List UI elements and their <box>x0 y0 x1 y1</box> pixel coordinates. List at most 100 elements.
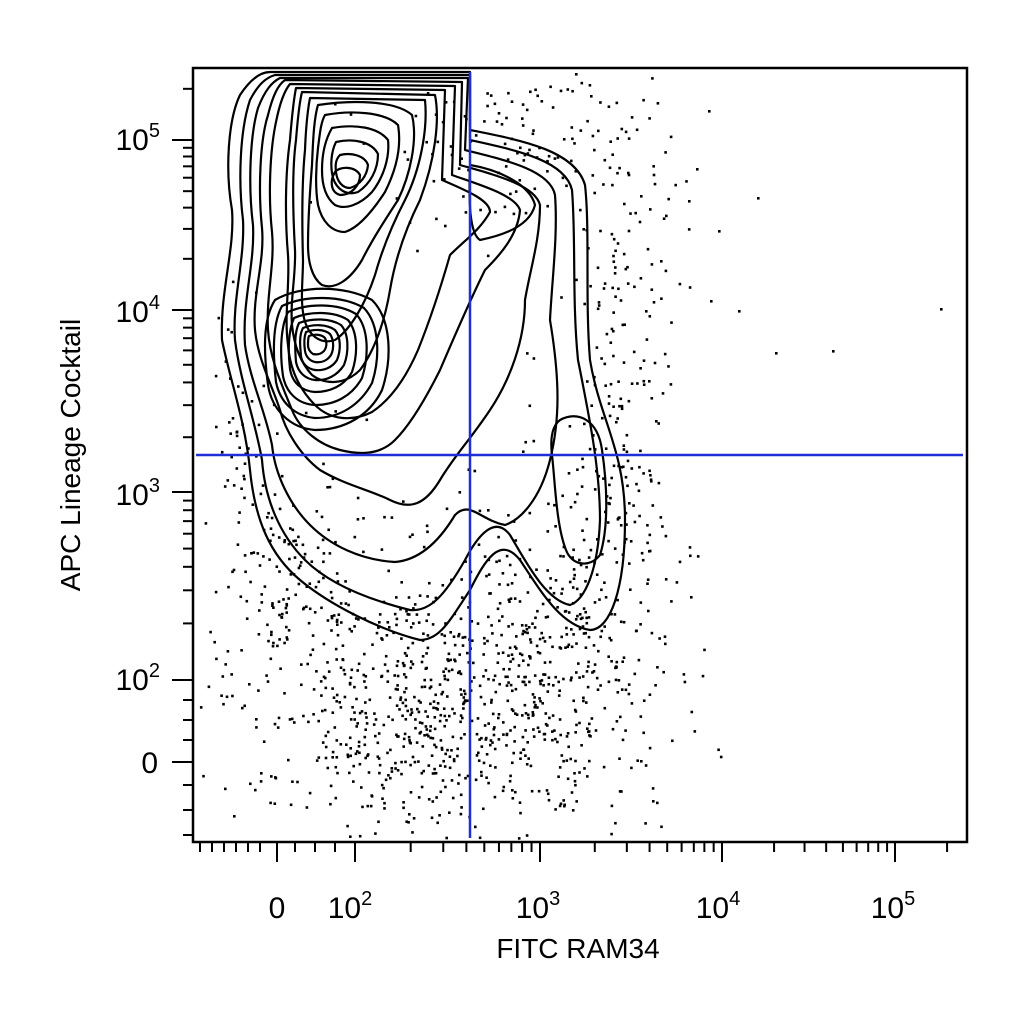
event-dot <box>484 738 488 741</box>
event-dot <box>457 167 461 170</box>
event-dot <box>224 663 227 666</box>
event-dot <box>597 474 601 478</box>
event-dot <box>521 632 524 636</box>
event-dot <box>458 491 462 494</box>
event-dot <box>522 629 525 633</box>
event-dot <box>546 159 549 163</box>
contour <box>320 125 390 209</box>
event-dot <box>457 632 461 636</box>
event-dot <box>288 557 291 561</box>
event-dot <box>538 637 542 641</box>
event-dot <box>470 680 473 683</box>
event-dot <box>285 611 288 614</box>
event-dot <box>463 699 467 702</box>
event-dot <box>477 759 481 762</box>
event-dot <box>291 780 294 783</box>
event-dot <box>321 709 324 713</box>
event-dot <box>371 643 374 646</box>
event-dot <box>258 609 261 612</box>
event-dot <box>523 703 527 707</box>
event-dot <box>580 744 583 747</box>
event-dot <box>450 749 453 752</box>
event-dot <box>463 635 467 639</box>
event-dot <box>457 782 460 785</box>
event-dot <box>439 713 443 717</box>
event-dot <box>244 570 247 574</box>
event-dot <box>344 580 347 583</box>
event-dot <box>501 651 505 654</box>
event-dot <box>510 582 514 585</box>
event-dot <box>448 811 451 814</box>
event-dot <box>405 820 408 823</box>
x-tick-label: 103 <box>516 888 561 925</box>
event-dot <box>389 748 392 752</box>
event-dot <box>511 761 514 765</box>
event-dot <box>572 568 576 571</box>
event-dot <box>448 714 451 718</box>
event-dot <box>548 636 552 639</box>
event-dot <box>675 581 679 584</box>
event-dot <box>438 719 442 723</box>
event-dot <box>578 676 581 679</box>
event-dot <box>565 184 568 188</box>
event-dot <box>523 630 527 634</box>
event-dot <box>696 168 699 171</box>
event-dot <box>409 713 412 717</box>
event-dot <box>547 154 551 158</box>
event-dot <box>719 755 723 759</box>
event-dot <box>524 211 528 215</box>
event-dot <box>509 729 512 732</box>
event-dot <box>328 485 332 489</box>
event-dot <box>525 108 529 112</box>
event-dot <box>429 736 432 740</box>
event-dot <box>581 625 585 628</box>
event-dot <box>634 211 637 215</box>
event-dot <box>616 691 620 694</box>
event-dot <box>603 282 607 285</box>
contour <box>253 78 542 506</box>
event-dot <box>497 652 500 655</box>
event-dot <box>403 732 407 736</box>
event-dot <box>640 551 644 555</box>
event-dot <box>252 551 256 554</box>
event-dot <box>257 689 260 692</box>
event-dot <box>483 702 486 706</box>
event-dot <box>560 296 563 299</box>
event-dot <box>312 688 316 691</box>
event-dot <box>311 634 315 637</box>
event-dot <box>620 790 623 793</box>
event-dot <box>446 695 449 698</box>
event-dot <box>559 733 562 737</box>
event-dot <box>617 287 620 291</box>
event-dot <box>653 182 657 186</box>
event-dot <box>444 752 447 756</box>
contour <box>306 100 416 288</box>
event-dot <box>225 695 229 699</box>
event-dot <box>574 759 577 763</box>
event-dot <box>445 836 448 840</box>
event-dot <box>358 751 361 755</box>
event-dot <box>717 748 720 752</box>
event-dot <box>652 165 655 168</box>
event-dot <box>510 708 514 711</box>
event-dot <box>639 601 643 604</box>
event-dot <box>276 644 279 648</box>
event-dot <box>237 385 240 388</box>
y-axis-title: APC Lineage Cocktail <box>55 319 86 591</box>
event-dot <box>607 655 610 658</box>
event-dot <box>529 90 532 94</box>
event-dot <box>562 677 565 681</box>
event-dot <box>644 822 647 825</box>
event-dot <box>678 560 682 564</box>
event-dot <box>312 713 315 716</box>
event-dot <box>431 623 435 626</box>
event-dot <box>513 725 516 729</box>
event-dot <box>522 748 525 751</box>
event-dot <box>546 615 550 619</box>
event-dot <box>459 736 463 740</box>
event-dot <box>269 801 272 805</box>
event-dot <box>308 607 312 611</box>
event-dot <box>586 380 589 383</box>
event-dot <box>463 692 467 696</box>
event-dot <box>394 767 397 770</box>
